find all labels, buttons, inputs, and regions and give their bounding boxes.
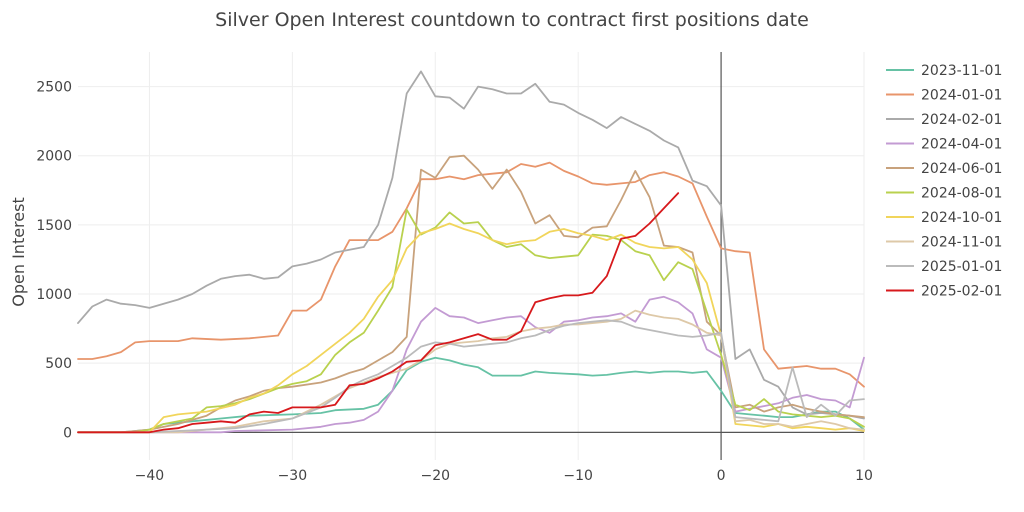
series-line-2024-06-01: [77, 154, 865, 434]
chart-title: Silver Open Interest countdown to contra…: [215, 9, 809, 31]
x-tick-label: 0: [717, 468, 726, 484]
series-line-2025-01-01: [77, 319, 865, 434]
x-tick-label: −10: [563, 468, 593, 484]
series-line-2024-10-01: [77, 222, 865, 434]
legend-label: 2024-01-01: [921, 88, 1002, 104]
series-line-2024-01-01: [77, 161, 865, 388]
x-tick-label: −20: [420, 468, 450, 484]
legend-label: 2024-10-01: [921, 210, 1002, 226]
y-tick-label: 0: [63, 425, 72, 441]
series-line-2024-04-01: [77, 295, 865, 434]
legend-label: 2025-01-01: [921, 259, 1002, 275]
legend-label: 2024-11-01: [921, 235, 1002, 251]
y-tick-label: 1000: [36, 287, 72, 303]
x-tick-label: −30: [278, 468, 308, 484]
series-line-2025-02-01: [77, 192, 680, 434]
legend-item-2024-11-01[interactable]: 2024-11-01: [886, 235, 1002, 251]
legend-item-2023-11-01[interactable]: 2023-11-01: [886, 63, 1002, 79]
series-line-2024-02-01: [77, 70, 865, 420]
legend-item-2024-04-01[interactable]: 2024-04-01: [886, 137, 1002, 153]
legend-item-2025-02-01[interactable]: 2025-02-01: [886, 284, 1002, 300]
legend-item-2024-06-01[interactable]: 2024-06-01: [886, 161, 1002, 177]
gridlines: [78, 52, 865, 460]
x-tick-label: −40: [135, 468, 165, 484]
legend-label: 2024-06-01: [921, 161, 1002, 177]
legend-label: 2024-04-01: [921, 137, 1002, 153]
legend-label: 2024-08-01: [921, 186, 1002, 202]
axes: −40 −30 −20 −10 0 10 0 500 1000 1500 2000 2500: [36, 52, 873, 484]
legend-item-2024-02-01[interactable]: 2024-02-01: [886, 112, 1002, 128]
y-tick-label: 500: [45, 356, 72, 372]
y-tick-label: 1500: [36, 218, 72, 234]
legend-label: 2023-11-01: [921, 63, 1002, 79]
y-axis-label: Open Interest: [9, 197, 28, 306]
y-tick-label: 2000: [36, 149, 72, 165]
legend-label: 2025-02-01: [921, 284, 1002, 300]
legend-item-2024-01-01[interactable]: 2024-01-01: [886, 88, 1002, 104]
series-line-2024-11-01: [77, 309, 865, 434]
legend-label: 2024-02-01: [921, 112, 1002, 128]
legend-item-2024-08-01[interactable]: 2024-08-01: [886, 186, 1002, 202]
legend-item-2024-10-01[interactable]: 2024-10-01: [886, 210, 1002, 226]
series-lines: [77, 70, 865, 434]
legend-item-2025-01-01[interactable]: 2025-01-01: [886, 259, 1002, 275]
x-tick-label: 10: [855, 468, 873, 484]
legend[interactable]: 2023-11-01 2024-01-01 2024-02-01 2024-04-01…: [886, 63, 1002, 300]
y-tick-label: 2500: [36, 80, 72, 96]
